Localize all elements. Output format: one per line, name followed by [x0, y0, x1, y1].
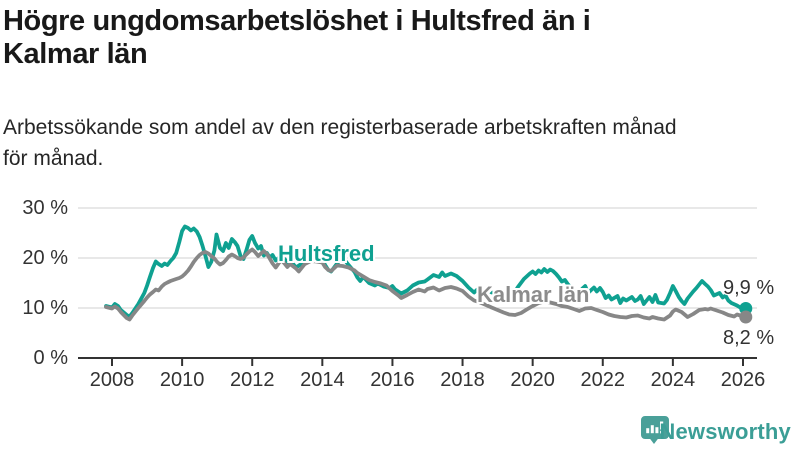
newsworthy-logo-text: Newsworthy	[659, 419, 791, 444]
title-line-1: Högre ungdomsarbetslöshet i Hultsfred än…	[3, 5, 591, 37]
x-tick-label: 2024	[650, 369, 696, 391]
series-line-1	[104, 247, 748, 322]
series-line-0	[104, 224, 748, 319]
x-tick-label: 2020	[510, 369, 555, 391]
x-tick-label: 2022	[580, 369, 626, 391]
x-tick-label: 2016	[370, 369, 415, 391]
series-label-kalmar-lan: Kalmar län	[477, 282, 590, 307]
page-title: Högre ungdomsarbetslöshet i Hultsfred än…	[3, 5, 743, 71]
y-tick-label: 30 %	[22, 197, 68, 219]
y-tick-label: 20 %	[22, 247, 68, 269]
newsworthy-logo-icon	[641, 416, 669, 444]
end-value-kalmar-lan: 8,2 %	[723, 327, 775, 349]
x-tick-label: 2018	[440, 369, 485, 391]
end-value-hultsfred: 9,9 %	[723, 277, 775, 299]
x-tick-label: 2008	[89, 369, 135, 391]
x-tick-label: 2014	[300, 369, 345, 391]
x-tick-label: 2012	[229, 369, 275, 391]
series-label-hultsfred: Hultsfred	[278, 241, 375, 266]
x-tick-label: 2026	[720, 369, 766, 391]
subtitle-line-1: Arbetssökande som andel av den registerb…	[3, 116, 677, 139]
series-end-dot-1	[739, 310, 753, 324]
subtitle-line-2: för månad.	[3, 147, 104, 170]
chart-subtitle: Arbetssökande som andel av den registerb…	[3, 112, 793, 174]
title-line-2: Kalmar län	[3, 38, 148, 70]
y-tick-label: 0 %	[33, 347, 68, 369]
y-tick-label: 10 %	[22, 297, 68, 319]
x-tick-label: 2010	[159, 369, 205, 391]
